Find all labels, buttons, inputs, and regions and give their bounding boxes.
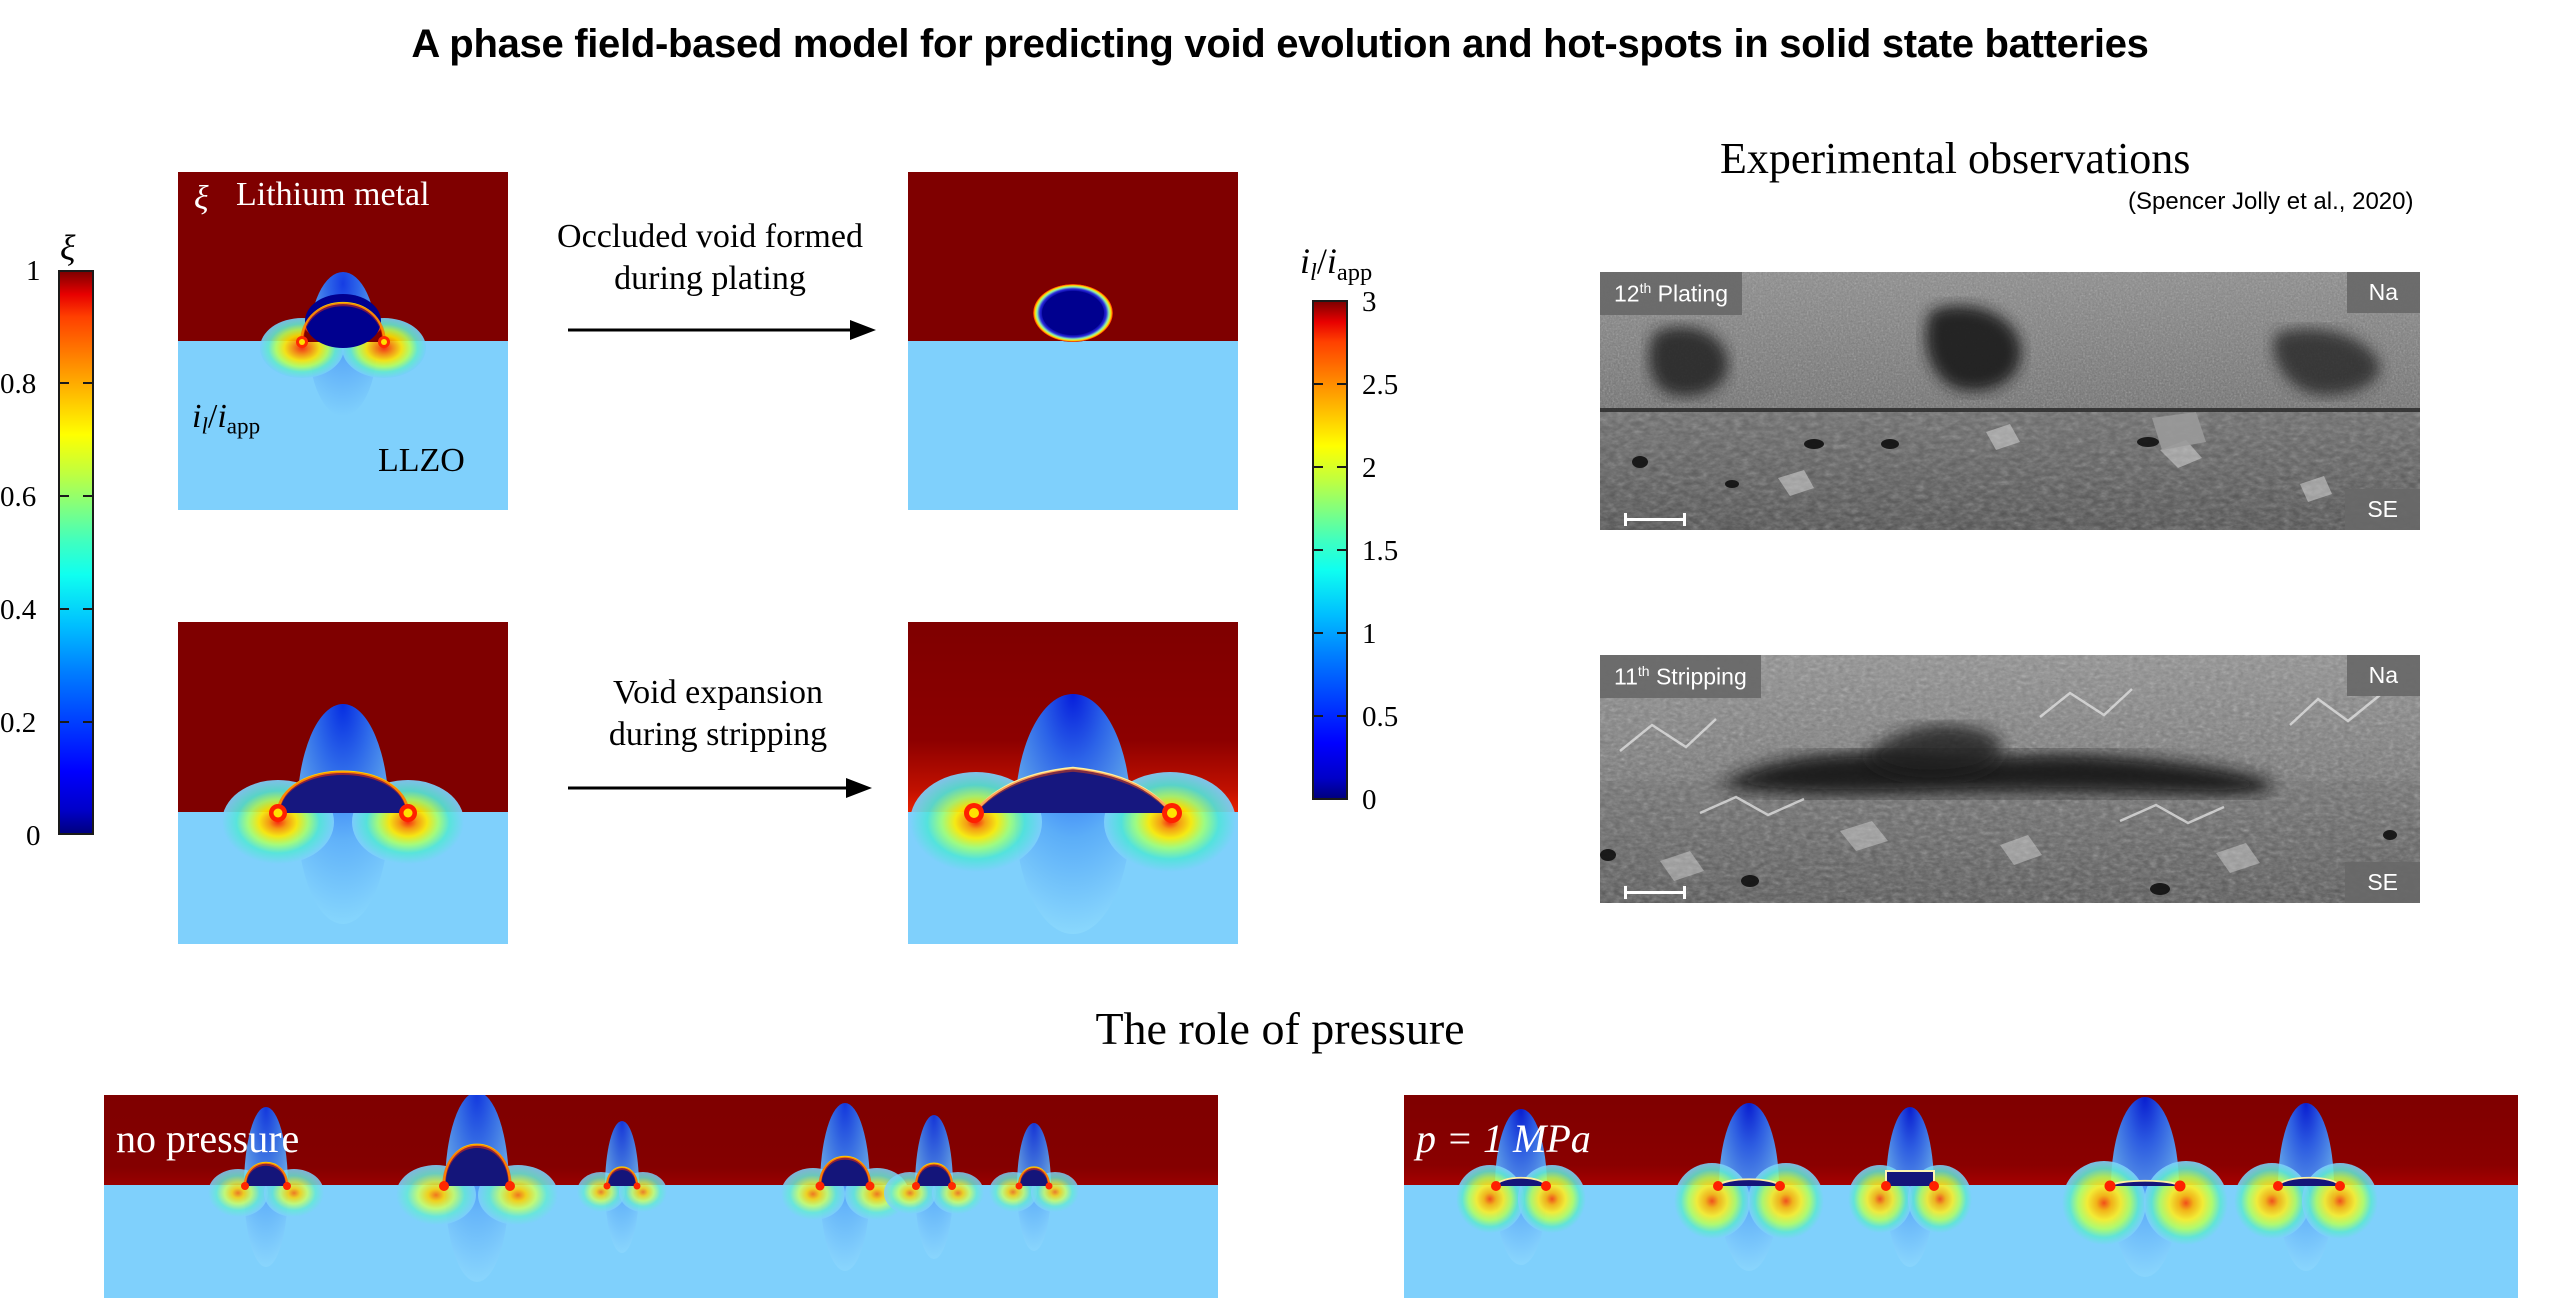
- pressure-section-heading: The role of pressure: [1095, 1003, 1465, 1054]
- simulation-panel-1: ξ Lithium metal il/iapp LLZO: [178, 172, 508, 510]
- sem-stripping-se-tag: SE: [2345, 862, 2420, 903]
- current-colorbar-num: i: [1300, 241, 1311, 281]
- xi-colorbar-title: ξ: [60, 228, 76, 268]
- sem-plating-na-tag: Na: [2346, 272, 2420, 313]
- xi-tick-0.2: 0.2: [0, 707, 37, 739]
- sem-image-stripping: 11th Stripping Na SE 10 μm: [1600, 655, 2420, 903]
- no-pressure-field: [104, 1095, 1218, 1298]
- panel-3-field: [178, 622, 508, 944]
- current-tick-2.5: 2.5: [1362, 369, 1399, 401]
- current-colorbar-den: i: [1326, 241, 1337, 281]
- sem-plating-stage-num: 12: [1614, 280, 1640, 307]
- xi-tick-0.8: 0.8: [0, 368, 37, 400]
- arrow-stripping-line1: Void expansion: [613, 674, 823, 711]
- arrow-plating-group: Occluded void formed during plating: [520, 216, 900, 353]
- current-tick-0.5: 0.5: [1362, 701, 1399, 733]
- xi-tick-0.4: 0.4: [0, 594, 37, 626]
- xi-tick-0.6: 0.6: [0, 481, 37, 513]
- current-colorbar-num-sub: l: [1310, 258, 1317, 286]
- simulation-panel-2: [908, 172, 1238, 510]
- pressure-1mpa-label: p = 1 MPa: [1416, 1116, 1591, 1161]
- no-pressure-label: no pressure: [116, 1116, 300, 1161]
- arrow-stripping-line2: during stripping: [608, 716, 828, 754]
- pressure-panel-no-pressure: no pressure: [104, 1095, 1218, 1298]
- xi-colorbar-group: ξ 1 0.8 0.6 0.4 0.2 0: [0, 230, 180, 870]
- current-colorbar-group: il/iapp 3 2.5 2 1.5 1 0.5 0: [1300, 240, 1500, 900]
- experimental-heading: Experimental observations: [1720, 134, 2191, 183]
- current-colorbar-title: il/iapp: [1300, 241, 1373, 286]
- sem-stripping-scale-text: 10 μm: [1624, 901, 1683, 903]
- panel-2-field: [908, 172, 1238, 510]
- sem-plating-stage-sup: th: [1639, 280, 1652, 296]
- xi-tick-1: 1: [26, 255, 41, 287]
- arrow-plating-icon: [568, 320, 876, 341]
- arrow-plating-line2: during plating: [614, 260, 806, 298]
- current-tick-2: 2: [1362, 452, 1377, 484]
- arrow-plating-line1: Occluded void formed: [557, 218, 863, 255]
- sem-stripping-stage-word: Stripping: [1655, 663, 1747, 690]
- current-tick-3: 3: [1362, 286, 1377, 318]
- arrow-stripping-group: Void expansion during stripping: [528, 672, 908, 811]
- sem-stripping-stage-tag: 11th Stripping: [1600, 655, 1761, 698]
- sem-plating-stage-tag: 12th Plating: [1600, 272, 1742, 315]
- sem-plating-scale-text: 10 μm: [1624, 528, 1683, 530]
- sem-stripping-na-tag: Na: [2346, 655, 2420, 696]
- sem-stripping-stage-sup: th: [1637, 663, 1650, 679]
- current-tick-0: 0: [1362, 784, 1377, 816]
- page-title: A phase field-based model for predicting…: [411, 22, 2149, 66]
- current-tick-1.5: 1.5: [1362, 535, 1399, 567]
- pressure-1mpa-field: [1404, 1095, 2518, 1298]
- xi-tick-0: 0: [26, 820, 41, 852]
- simulation-panel-3: [178, 622, 508, 944]
- sem-plating-se-tag: SE: [2345, 489, 2420, 530]
- sem-image-plating: 12th Plating Na SE 10 μm: [1600, 272, 2420, 530]
- pressure-panel-1mpa: p = 1 MPa: [1404, 1095, 2518, 1298]
- current-tick-1: 1: [1362, 618, 1377, 650]
- sem-plating-texture: [1600, 272, 2420, 530]
- panel-1-field: [178, 172, 508, 510]
- current-colorbar-den-sub: app: [1336, 258, 1373, 286]
- sem-plating-stage-word: Plating: [1657, 280, 1728, 307]
- panel-4-field: [908, 622, 1238, 944]
- xi-colorbar-bar: [58, 270, 94, 835]
- arrow-stripping-icon: [568, 778, 872, 799]
- sem-stripping-stage-num: 11: [1614, 663, 1638, 690]
- experimental-citation: (Spencer Jolly et al., 2020): [2128, 188, 2414, 215]
- simulation-panel-4: [908, 622, 1238, 944]
